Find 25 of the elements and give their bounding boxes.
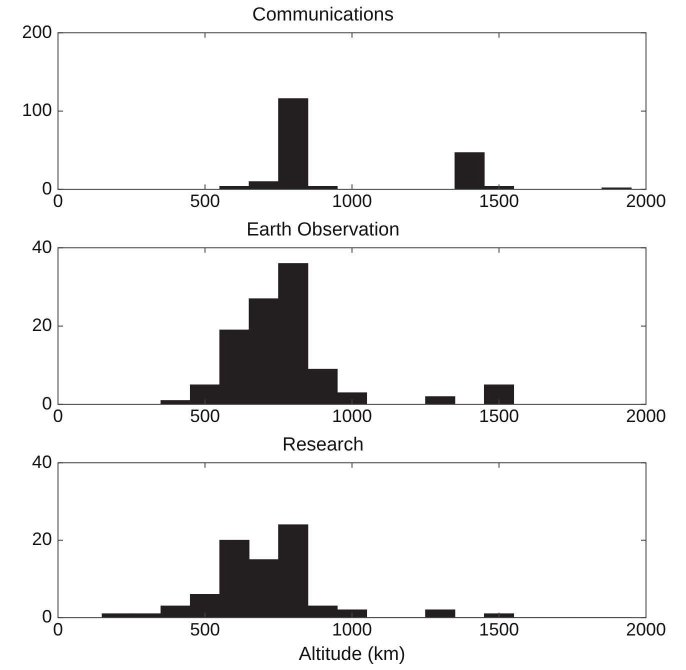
y-tick-label: 200 [22,22,52,42]
x-tick-label: 1000 [332,191,372,212]
x-tick-label: 1500 [478,406,520,426]
x-tick-label: 2000 [626,191,666,212]
chart-title: Research [282,434,364,456]
x-tick-label: 1000 [332,619,372,640]
x-tick-label: 500 [190,619,220,640]
x-tick-label: 500 [190,191,220,212]
x-tick-label: 500 [190,406,220,426]
y-tick-label: 0 [42,393,52,414]
y-tick-label: 0 [42,178,52,198]
chart-title: Earth Observation [246,220,400,241]
y-tick-label: 20 [32,529,52,550]
x-tick-label: 1000 [332,406,372,426]
y-tick-label: 0 [42,606,52,627]
chart-title: Communications [252,4,394,26]
x-tick-label: 2000 [626,406,666,426]
x-tick-label: 1500 [478,191,520,212]
x-tick-label: 1500 [478,619,520,640]
y-tick-label: 20 [32,315,52,336]
x-tick-label: 2000 [626,619,666,640]
y-tick-label: 100 [22,100,52,120]
y-tick-label: 40 [32,452,52,472]
x-axis-title: Altitude (km) [298,644,406,665]
y-tick-label: 40 [32,236,52,257]
